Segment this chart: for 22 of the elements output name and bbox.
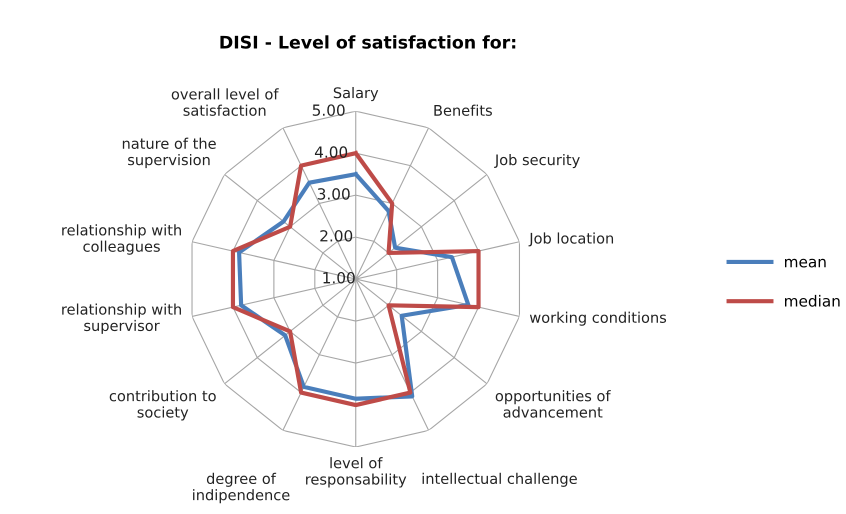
spoke-label: Job security [494,154,580,168]
spoke-label: nature of the supervision [122,138,216,168]
y-tick-label: 5.00 [312,104,345,116]
spoke-label: overall level of satisfaction [172,88,279,116]
y-tick-label: 4.00 [314,146,348,158]
spoke-label: contribution to society [110,390,216,421]
spoke-label: relationship with colleagues [62,224,181,255]
spoke-label: Job location [528,232,614,246]
chart-title: DISI - Level of satisfaction for: [220,35,516,49]
legend-label: mean [785,258,826,268]
spoke-label: intellectual challenge [422,472,577,487]
y-tick-label: 1.00 [323,272,355,284]
spoke-label: Salary [334,86,378,102]
spoke-label: degree of indipendence [193,472,290,504]
spoke-label: opportunities of advancement [496,390,611,418]
spoke-label: relationship with supervisor [62,303,181,334]
legend-label: median [785,294,840,307]
y-tick-label: 2.00 [320,230,352,242]
y-tick-label: 3.00 [318,188,350,200]
spoke-label: working conditions [530,312,666,326]
spoke-label: level of responsability [306,457,406,488]
spoke-label: Benefits [434,104,492,116]
